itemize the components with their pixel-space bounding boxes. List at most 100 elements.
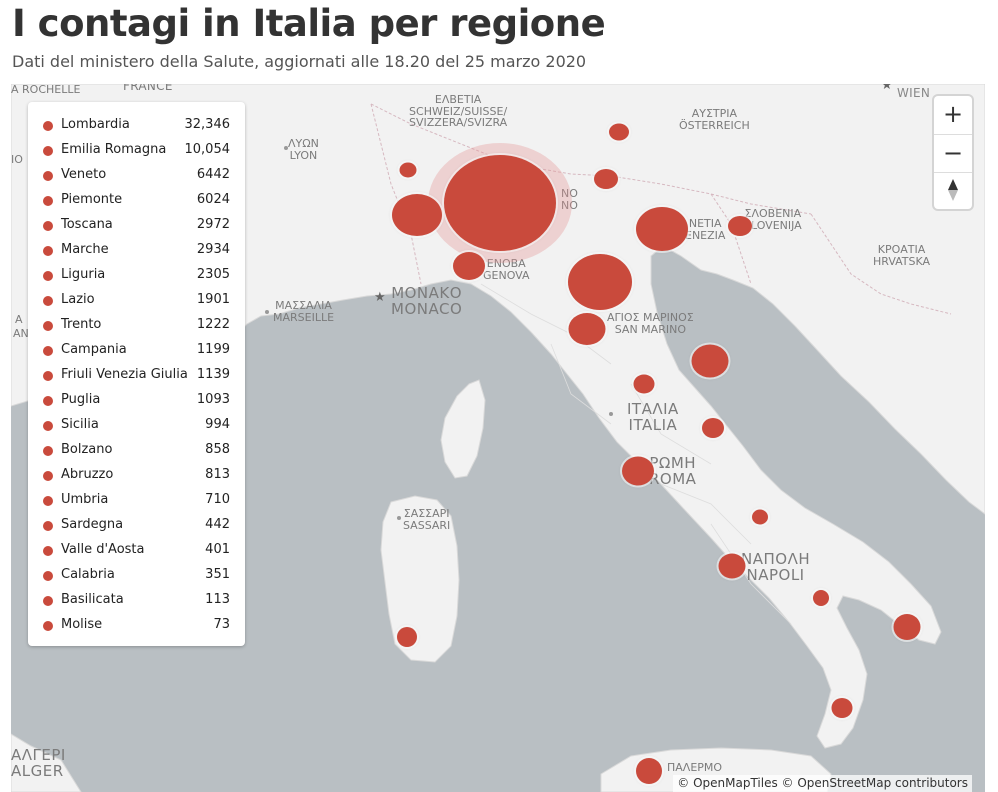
- legend-dot-icon: [43, 596, 53, 606]
- bubble-molise[interactable]: [752, 509, 768, 525]
- legend-dot-icon: [43, 246, 53, 256]
- lyon-dot: [284, 146, 288, 150]
- legend-dot-icon: [43, 271, 53, 281]
- compass-button[interactable]: [946, 178, 960, 202]
- zoom-divider: [934, 172, 972, 173]
- bubble-sicilia[interactable]: [636, 758, 662, 784]
- label-roma: ΡΩΜΗ ROMA: [649, 454, 697, 488]
- label-palermo: ΠΑΛΕΡΜΟ: [667, 761, 723, 774]
- label-genova: ΕΝΟΒΑ GENOVA: [483, 257, 530, 282]
- legend-panel: Lombardia 32,346 Emilia Romagna 10,054 Ven…: [28, 102, 245, 646]
- label-wien: WIEN: [897, 86, 931, 100]
- label-left-2: A: [15, 313, 23, 326]
- bubble-calabria[interactable]: [831, 698, 853, 718]
- legend-dot-icon: [43, 221, 53, 231]
- legend-dot-icon: [43, 421, 53, 431]
- label-france: FRANCE: [123, 84, 173, 93]
- map[interactable]: A ROCHELLE FRANCE ΙΟ A AN ΕΛΒΕΤΙΑ SCHWEI…: [11, 84, 985, 792]
- legend-row: Puglia 1093: [28, 388, 245, 413]
- bubble-piemonte[interactable]: [392, 194, 442, 236]
- legend-row: Trento 1222: [28, 313, 245, 338]
- label-left-1: ΙΟ: [11, 153, 23, 166]
- legend-dot-icon: [43, 571, 53, 581]
- bubble-umbria[interactable]: [633, 374, 655, 394]
- bubble-marche[interactable]: [691, 344, 729, 378]
- legend-row: Liguria 2305: [28, 263, 245, 288]
- legend-dot-icon: [43, 521, 53, 531]
- label-marseille: ΜΑΣΣΑΛΙΑ MARSEILLE: [273, 299, 335, 324]
- zoom-out-button[interactable]: −: [942, 139, 964, 167]
- zoom-divider: [934, 134, 972, 135]
- bubble-bolzano[interactable]: [609, 123, 629, 141]
- corsica: [440, 379, 486, 479]
- africa-coast: [11, 733, 82, 792]
- legend-row: Emilia Romagna 10,054: [28, 138, 245, 163]
- legend-dot-icon: [43, 346, 53, 356]
- legend-row: Friuli Venezia Giulia 1139: [28, 363, 245, 388]
- legend-dot-icon: [43, 371, 53, 381]
- legend-dot-icon: [43, 396, 53, 406]
- compass-icon: [948, 179, 958, 201]
- bubble-veneto[interactable]: [636, 207, 688, 251]
- legend-row: Lombardia 32,346: [28, 113, 245, 138]
- bubble-abruzzo[interactable]: [702, 418, 724, 438]
- legend-dot-icon: [43, 121, 53, 131]
- bubble-toscana[interactable]: [568, 313, 606, 345]
- label-lyon: ΛΥΩΝ LYON: [288, 137, 319, 162]
- bubble-trento[interactable]: [594, 169, 618, 189]
- legend-dot-icon: [43, 446, 53, 456]
- label-sassari: ΣΑΣΣΑΡΙ SASSARI: [403, 507, 451, 532]
- marseille-dot: [265, 310, 269, 314]
- legend-row: Sardegna 442: [28, 513, 245, 538]
- label-monaco: ΜΟΝΑΚΟ MONACO: [391, 284, 463, 318]
- bubble-sardegna[interactable]: [397, 627, 417, 647]
- zoom-control: + −: [934, 96, 972, 209]
- legend-row: Calabria 351: [28, 563, 245, 588]
- label-rochelle: A ROCHELLE: [11, 84, 81, 96]
- bubble-friuli-venezia-giulia[interactable]: [728, 216, 752, 236]
- bubble-lombardia[interactable]: [444, 155, 556, 251]
- label-venezia: NETIA ENEZIA: [685, 217, 726, 242]
- label-italia: ΙΤΑΛΙΑ ITALIA: [627, 400, 679, 434]
- bubble-lazio[interactable]: [622, 456, 654, 486]
- legend-dot-icon: [43, 621, 53, 631]
- zoom-in-button[interactable]: +: [942, 100, 964, 128]
- legend-row: Valle d'Aosta 401: [28, 538, 245, 563]
- legend-row: Abruzzo 813: [28, 463, 245, 488]
- bubble-liguria[interactable]: [453, 252, 485, 280]
- legend-dot-icon: [43, 296, 53, 306]
- sardinia: [380, 495, 460, 663]
- legend-dot-icon: [43, 146, 53, 156]
- legend-row: Piemonte 6024: [28, 188, 245, 213]
- legend-dot-icon: [43, 171, 53, 181]
- label-switzerland: ΕΛΒΕΤΙΑ SCHWEIZ/SUISSE/ SVIZZERA/SVIZRA: [409, 93, 508, 130]
- region-borders: [480, 283, 792, 625]
- page-subtitle: Dati del ministero della Salute, aggiorn…: [12, 52, 587, 71]
- bubble-campania[interactable]: [718, 553, 746, 579]
- legend-row: Basilicata 113: [28, 588, 245, 613]
- label-croatia: ΚΡΟΑΤΙΑ HRVATSKA: [873, 243, 931, 268]
- label-alger: ΑΛΓΕΡΙ ALGER: [11, 746, 66, 780]
- legend-dot-icon: [43, 196, 53, 206]
- bubble-emilia-romagna[interactable]: [568, 254, 632, 310]
- italia-dot: [609, 412, 613, 416]
- sassari-dot: [397, 516, 401, 520]
- legend-dot-icon: [43, 321, 53, 331]
- legend-row: Umbria 710: [28, 488, 245, 513]
- legend-row: Marche 2934: [28, 238, 245, 263]
- page-title: I contagi in Italia per regione: [12, 2, 606, 45]
- mainland: [11, 84, 985, 749]
- label-austria: ΑΥΣΤΡΙΑ ÖSTERREICH: [679, 107, 750, 132]
- borders: [370, 103, 952, 315]
- map-attribution[interactable]: © OpenMapTiles © OpenStreetMap contribut…: [673, 775, 972, 792]
- bubble-puglia[interactable]: [893, 614, 921, 640]
- monaco-star-icon: ★: [374, 290, 386, 305]
- label-milano: NO NO: [561, 187, 578, 212]
- bubble-basilicata[interactable]: [813, 590, 829, 606]
- legend-row: Toscana 2972: [28, 213, 245, 238]
- legend-row: Veneto 6442: [28, 163, 245, 188]
- bubble-valle-daosta[interactable]: [399, 162, 417, 178]
- legend-dot-icon: [43, 546, 53, 556]
- legend-row: Bolzano 858: [28, 438, 245, 463]
- legend-row: Sicilia 994: [28, 413, 245, 438]
